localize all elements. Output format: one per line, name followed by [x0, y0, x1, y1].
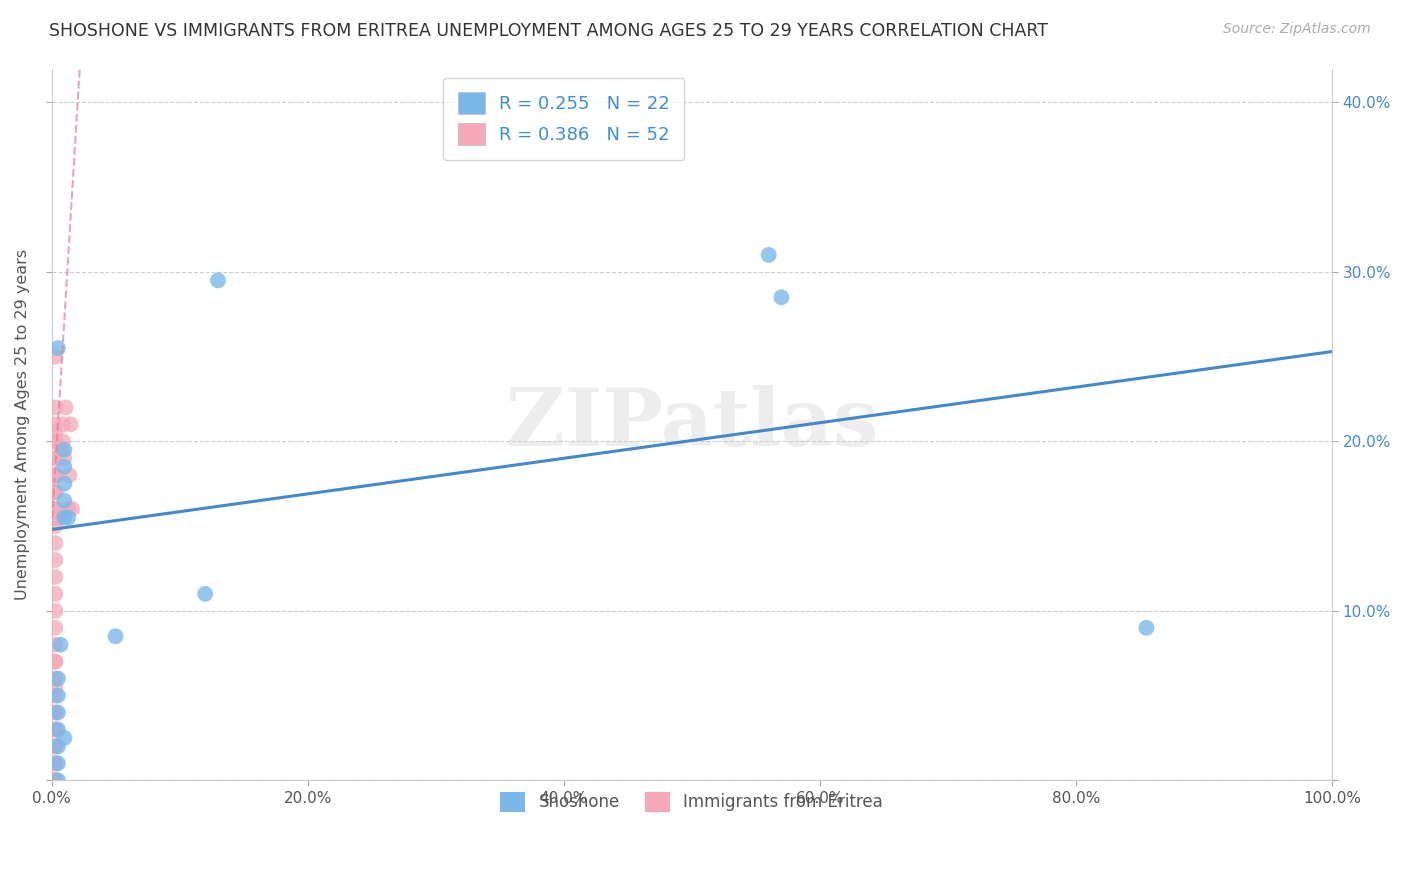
Point: [46, 723, 69, 737]
Point: [44, 485, 66, 500]
Point: [44, 723, 66, 737]
Point: [56, 510, 79, 524]
Point: [104, 629, 127, 643]
Point: [46, 341, 69, 355]
Point: [53, 442, 76, 457]
Point: [44, 587, 66, 601]
Point: [44, 510, 66, 524]
Point: [53, 476, 76, 491]
Point: [44, 434, 66, 449]
Point: [46, 739, 69, 754]
Point: [53, 459, 76, 474]
Point: [758, 248, 780, 262]
Point: [770, 290, 793, 304]
Point: [44, 451, 66, 466]
Point: [44, 756, 66, 771]
Point: [44, 756, 66, 771]
Point: [53, 731, 76, 745]
Point: [44, 553, 66, 567]
Point: [53, 510, 76, 524]
Point: [51, 442, 73, 457]
Point: [46, 689, 69, 703]
Point: [46, 706, 69, 720]
Point: [44, 773, 66, 788]
Point: [44, 451, 66, 466]
Point: [44, 604, 66, 618]
Point: [44, 502, 66, 516]
Point: [44, 519, 66, 533]
Point: [44, 485, 66, 500]
Point: [44, 655, 66, 669]
Point: [56, 502, 79, 516]
Point: [44, 468, 66, 483]
Point: [53, 451, 76, 466]
Point: [44, 773, 66, 788]
Point: [59, 417, 82, 432]
Point: [60, 502, 83, 516]
Point: [194, 587, 217, 601]
Point: [53, 493, 76, 508]
Point: [58, 468, 80, 483]
Point: [44, 536, 66, 550]
Point: [46, 672, 69, 686]
Point: [44, 689, 66, 703]
Point: [44, 756, 66, 771]
Point: [48, 510, 70, 524]
Point: [44, 655, 66, 669]
Point: [55, 401, 77, 415]
Point: [44, 672, 66, 686]
Point: [44, 739, 66, 754]
Y-axis label: Unemployment Among Ages 25 to 29 years: Unemployment Among Ages 25 to 29 years: [15, 249, 30, 600]
Text: Source: ZipAtlas.com: Source: ZipAtlas.com: [1223, 22, 1371, 37]
Point: [44, 723, 66, 737]
Point: [44, 739, 66, 754]
Point: [44, 706, 66, 720]
Point: [44, 773, 66, 788]
Point: [207, 273, 229, 287]
Legend: Shoshone, Immigrants from Eritrea: Shoshone, Immigrants from Eritrea: [486, 779, 897, 825]
Text: ZIPatlas: ZIPatlas: [506, 385, 877, 464]
Point: [44, 621, 66, 635]
Point: [44, 350, 66, 364]
Text: SHOSHONE VS IMMIGRANTS FROM ERITREA UNEMPLOYMENT AMONG AGES 25 TO 29 YEARS CORRE: SHOSHONE VS IMMIGRANTS FROM ERITREA UNEM…: [49, 22, 1049, 40]
Point: [44, 468, 66, 483]
Point: [44, 739, 66, 754]
Point: [46, 773, 69, 788]
Point: [52, 434, 75, 449]
Point: [52, 417, 75, 432]
Point: [44, 425, 66, 440]
Point: [44, 502, 66, 516]
Point: [44, 434, 66, 449]
Point: [44, 417, 66, 432]
Point: [46, 756, 69, 771]
Point: [44, 773, 66, 788]
Point: [1135, 621, 1157, 635]
Point: [49, 638, 72, 652]
Point: [44, 401, 66, 415]
Point: [44, 680, 66, 694]
Point: [44, 570, 66, 584]
Point: [44, 706, 66, 720]
Point: [44, 638, 66, 652]
